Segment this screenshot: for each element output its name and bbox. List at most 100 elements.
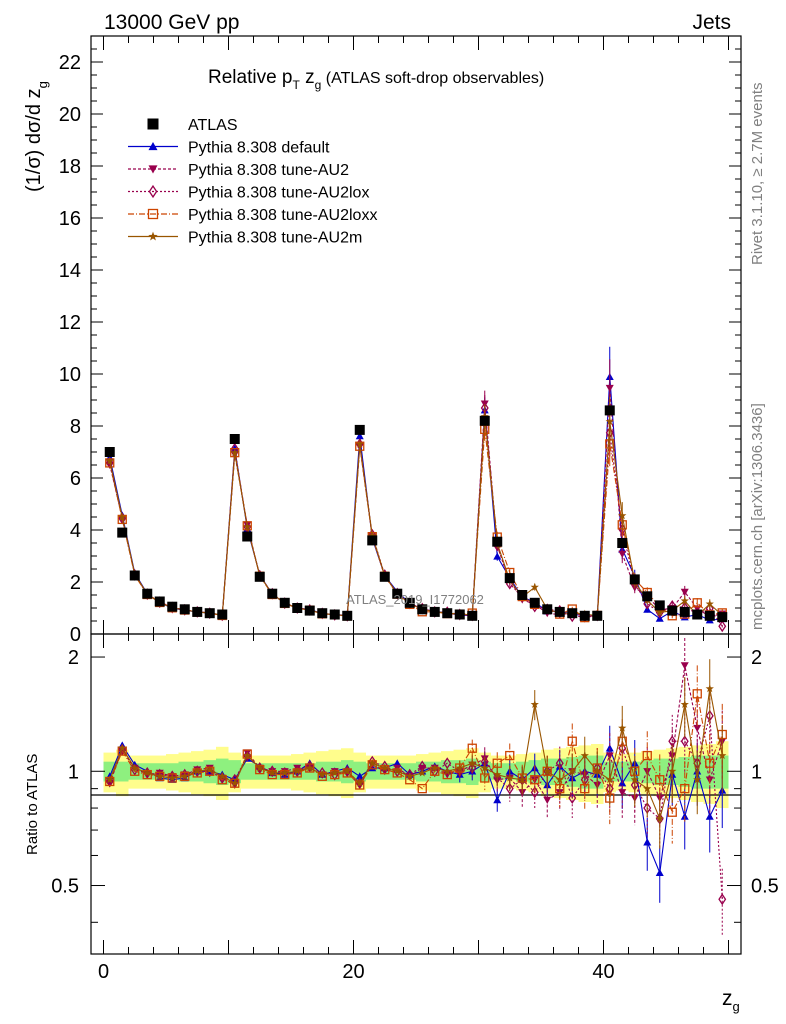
data-point — [642, 591, 653, 602]
data-point — [304, 605, 315, 616]
legend: ATLAS Pythia 8.308 default Pythia 8.308 tu… — [128, 117, 377, 247]
series-ratio-point — [430, 765, 439, 778]
series-ratio-point — [143, 768, 152, 777]
series-ratio-point — [555, 775, 564, 784]
data-point — [292, 603, 303, 613]
title-main: Relative p — [208, 67, 293, 88]
series-ratio-point — [443, 766, 452, 775]
series-ratio-point — [618, 789, 627, 797]
main-y-tick-label: 22 — [59, 52, 81, 74]
category-label: Jets — [692, 11, 731, 34]
data-point — [179, 604, 190, 615]
data-point — [117, 527, 128, 538]
series-point — [355, 439, 364, 448]
legend-label: Pythia 8.308 default — [188, 140, 330, 157]
data-point — [254, 571, 265, 582]
main-y-tick-label: 12 — [59, 312, 81, 334]
x-label-sub: g — [733, 999, 740, 1014]
x-label-main: z — [722, 987, 733, 1010]
series-ratio-point — [530, 786, 539, 799]
series-ratio-point — [493, 796, 502, 804]
ratio-y-tick-label-left: 1 — [68, 761, 79, 783]
data-point — [429, 606, 440, 617]
analysis-watermark: ATLAS_2019_I1772062 — [346, 592, 484, 607]
data-point — [229, 434, 240, 444]
data-point — [354, 424, 365, 435]
series-point — [493, 552, 502, 560]
series-ratio-point — [242, 749, 252, 759]
series-ratio-point — [243, 751, 252, 760]
data-point — [129, 570, 140, 581]
main-y-tick-label: 20 — [59, 104, 81, 126]
series-ratio-point — [143, 766, 152, 779]
data-point — [167, 601, 178, 612]
data-point — [367, 535, 378, 546]
series-ratio-point — [280, 768, 289, 777]
series-ratio-point — [530, 775, 540, 785]
data-point — [242, 531, 253, 542]
series-ratio-point — [155, 768, 164, 781]
series-point — [243, 522, 252, 531]
series-ratio-point — [193, 766, 202, 775]
series-ratio-point — [255, 763, 264, 772]
series-point — [242, 521, 252, 531]
series-ratio-point — [642, 750, 652, 761]
series-point — [618, 511, 627, 520]
series-ratio-1 — [105, 638, 727, 829]
error-band-inner — [116, 761, 129, 782]
series-ratio-point — [130, 763, 139, 772]
series-ratio-point — [230, 778, 239, 787]
main-y-tick-label: 16 — [59, 208, 81, 230]
main-y-label: (1/σ) dσ/d zg — [23, 81, 50, 192]
data-point — [217, 609, 228, 620]
series-ratio-line — [109, 665, 723, 801]
legend-entry: Pythia 8.308 tune-AU2loxx — [128, 207, 377, 224]
error-band-inner — [653, 758, 666, 786]
data-point — [142, 588, 153, 599]
y-label-sub: g — [35, 81, 50, 88]
series-point — [118, 513, 127, 521]
series-ratio-point — [643, 838, 652, 846]
legend-marker — [148, 184, 158, 199]
series-ratio-point — [718, 893, 727, 906]
series-ratio-point — [668, 766, 677, 775]
series-point — [530, 582, 539, 591]
data-point — [654, 600, 665, 611]
main-y-tick-label: 18 — [59, 156, 81, 178]
series-ratio-point — [168, 770, 177, 783]
series-ratio-point — [505, 773, 514, 782]
data-points — [104, 405, 728, 623]
data-point — [404, 597, 415, 608]
data-point — [704, 610, 715, 621]
series-ratio-point — [568, 792, 577, 805]
series-ratio-point — [718, 751, 727, 760]
data-point — [154, 596, 165, 607]
series-ratio-point — [580, 751, 589, 760]
series-ratio-point — [655, 814, 664, 823]
series-ratio-point — [643, 784, 652, 793]
series-ratio-point — [293, 765, 302, 778]
series-ratio-point — [155, 771, 164, 780]
main-panel: 0 2 4 6 8 10 12 14 16 18 20 22 ATLAS_2019_I1772062 — [59, 35, 742, 646]
series-ratio-point — [243, 749, 252, 762]
series-ratio-point — [430, 763, 439, 772]
main-y-tick-label: 10 — [59, 364, 81, 386]
series-ratio-point — [418, 764, 427, 773]
legend-marker — [148, 142, 158, 151]
series-ratio-point — [417, 783, 427, 794]
series-ratio-point — [455, 763, 464, 772]
data-point — [379, 571, 390, 582]
legend-label: Pythia 8.308 tune-AU2loxx — [188, 207, 377, 224]
title-z: z — [300, 67, 315, 88]
ratio-y-tick-label-right: 0.5 — [751, 876, 779, 898]
series-point — [230, 448, 239, 457]
series-ratio-point — [118, 743, 127, 752]
series-ratio-point — [318, 766, 327, 779]
series-ratio-point — [680, 735, 689, 748]
mcplots-label: mcplots.cern.ch [arXiv:1306.3436] — [749, 403, 766, 630]
series-ratio-point — [630, 775, 639, 784]
data-point — [604, 405, 615, 416]
ratio-panel: 0.5 0.51 12 2 0 20 40 — [51, 36, 779, 983]
ratio-frame — [90, 633, 742, 955]
series-ratio-point — [343, 766, 352, 775]
